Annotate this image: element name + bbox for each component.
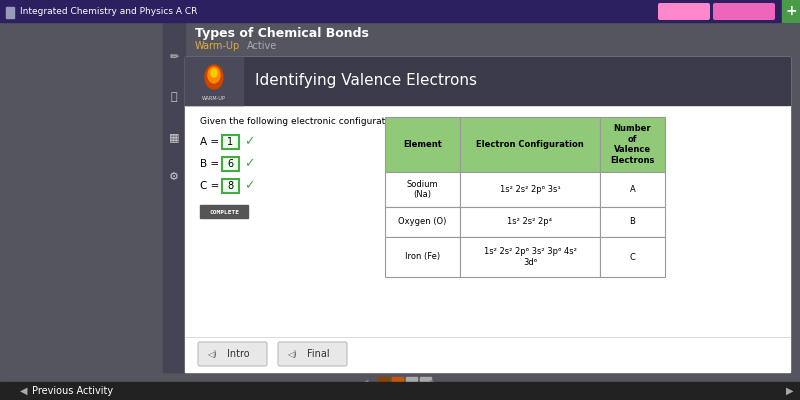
- Bar: [378, 377, 389, 388]
- Text: 🎧: 🎧: [170, 92, 178, 102]
- Text: 8: 8: [227, 181, 234, 191]
- Bar: [6, 7, 14, 18]
- Bar: [600, 172, 665, 207]
- Bar: [420, 377, 431, 388]
- Bar: [0, 0, 800, 22]
- Text: B: B: [630, 218, 635, 226]
- Bar: [185, 57, 790, 105]
- Text: ✓: ✓: [244, 158, 254, 170]
- Bar: [392, 377, 403, 388]
- Text: Active: Active: [247, 41, 278, 51]
- Text: C: C: [630, 252, 635, 262]
- Text: Final: Final: [306, 349, 330, 359]
- Bar: [222, 179, 239, 193]
- Text: ⚙: ⚙: [169, 172, 179, 182]
- Bar: [185, 57, 790, 372]
- Bar: [460, 117, 600, 172]
- FancyBboxPatch shape: [713, 3, 775, 20]
- Bar: [406, 377, 417, 388]
- FancyBboxPatch shape: [278, 342, 347, 366]
- Text: ✏: ✏: [170, 52, 178, 62]
- Text: +: +: [785, 4, 797, 18]
- Bar: [222, 135, 239, 149]
- Ellipse shape: [205, 65, 223, 89]
- Bar: [460, 207, 600, 237]
- Text: Element: Element: [403, 140, 442, 149]
- Text: Identifying Valence Electrons: Identifying Valence Electrons: [255, 74, 477, 88]
- Bar: [385, 237, 460, 277]
- Text: 1s² 2s² 2p⁶ 3s² 3p⁶ 4s²
3d⁶: 1s² 2s² 2p⁶ 3s² 3p⁶ 4s² 3d⁶: [483, 247, 577, 267]
- Ellipse shape: [211, 69, 217, 77]
- Text: Given the following electronic configurations, identify how many valence electro: Given the following electronic configura…: [200, 117, 650, 126]
- Bar: [600, 237, 665, 277]
- Text: A: A: [630, 185, 635, 194]
- Bar: [185, 57, 243, 105]
- Text: 1: 1: [227, 137, 234, 147]
- Bar: [163, 22, 185, 372]
- Text: 1s² 2s² 2p⁶ 3s¹: 1s² 2s² 2p⁶ 3s¹: [500, 185, 560, 194]
- Text: ▦: ▦: [169, 132, 179, 142]
- Text: COMPLETE: COMPLETE: [209, 210, 239, 214]
- Bar: [460, 237, 600, 277]
- Text: ▶: ▶: [786, 386, 794, 396]
- Text: ◀: ◀: [362, 378, 369, 388]
- Text: 6: 6: [227, 159, 234, 169]
- Text: A =: A =: [200, 137, 222, 147]
- Text: ◁): ◁): [287, 350, 297, 358]
- Bar: [782, 0, 800, 22]
- Bar: [222, 157, 239, 171]
- Text: Warm-Up: Warm-Up: [195, 41, 240, 51]
- Bar: [385, 172, 460, 207]
- Text: Previous Activity: Previous Activity: [32, 386, 113, 396]
- Text: 1s² 2s² 2p⁴: 1s² 2s² 2p⁴: [507, 218, 553, 226]
- Text: 2 of 4: 2 of 4: [387, 390, 413, 398]
- Text: B =: B =: [200, 159, 222, 169]
- Bar: [385, 117, 460, 172]
- Text: ✓: ✓: [244, 180, 254, 192]
- FancyBboxPatch shape: [658, 3, 710, 20]
- Text: ◀: ◀: [20, 386, 27, 396]
- Text: Electron Configuration: Electron Configuration: [476, 140, 584, 149]
- Text: WARM-UP: WARM-UP: [202, 96, 226, 100]
- Text: Number
of
Valence
Electrons: Number of Valence Electrons: [610, 124, 654, 165]
- Text: ◁): ◁): [207, 350, 217, 358]
- Ellipse shape: [208, 67, 220, 83]
- Bar: [0, 382, 800, 400]
- FancyBboxPatch shape: [198, 342, 267, 366]
- Bar: [385, 207, 460, 237]
- Text: C =: C =: [200, 181, 222, 191]
- Text: Iron (Fe): Iron (Fe): [405, 252, 440, 262]
- Text: Sodium
(Na): Sodium (Na): [406, 180, 438, 199]
- Bar: [200, 205, 248, 218]
- Bar: [460, 172, 600, 207]
- Text: ▶: ▶: [430, 378, 438, 388]
- Bar: [600, 117, 665, 172]
- Text: Intro: Intro: [226, 349, 250, 359]
- Text: ✓: ✓: [244, 136, 254, 148]
- Text: Integrated Chemistry and Physics A CR: Integrated Chemistry and Physics A CR: [20, 6, 198, 16]
- Bar: [600, 207, 665, 237]
- Text: Types of Chemical Bonds: Types of Chemical Bonds: [195, 28, 369, 40]
- Text: Oxygen (O): Oxygen (O): [398, 218, 446, 226]
